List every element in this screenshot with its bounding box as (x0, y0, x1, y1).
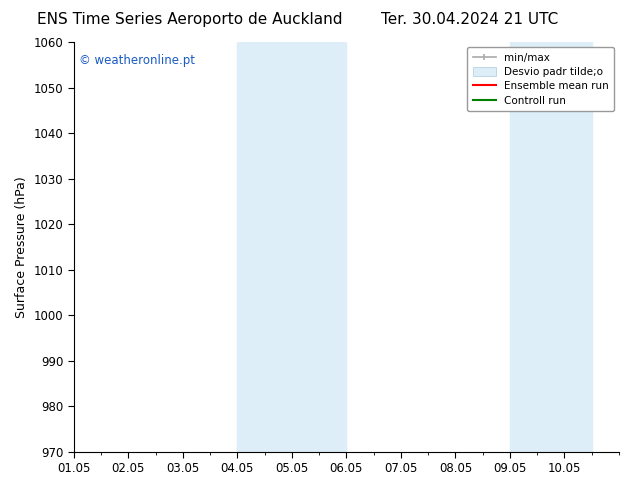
Y-axis label: Surface Pressure (hPa): Surface Pressure (hPa) (15, 176, 28, 318)
Text: Ter. 30.04.2024 21 UTC: Ter. 30.04.2024 21 UTC (380, 12, 558, 27)
Bar (237, 42, 346, 452)
Bar (510, 42, 592, 452)
Legend: min/max, Desvio padr tilde;o, Ensemble mean run, Controll run: min/max, Desvio padr tilde;o, Ensemble m… (467, 47, 614, 111)
Text: © weatheronline.pt: © weatheronline.pt (79, 54, 195, 67)
Text: ENS Time Series Aeroporto de Auckland: ENS Time Series Aeroporto de Auckland (37, 12, 343, 27)
